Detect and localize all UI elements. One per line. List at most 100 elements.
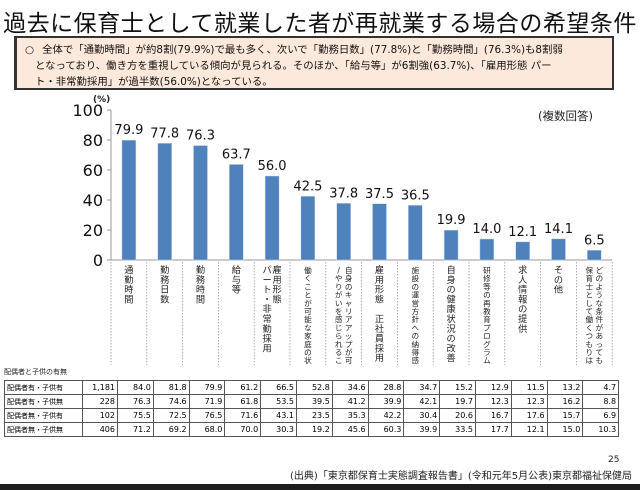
bar-value-label: 6.5: [584, 233, 605, 248]
summary-line-1: ○ 全体で「通勤時間」が約8割(79.9%)で最も多く、次いで「勤務日数」(77.…: [25, 44, 563, 56]
category-label-char: が: [345, 347, 353, 357]
bar-value-label: 37.8: [329, 186, 358, 201]
category-label-char: 採: [375, 342, 384, 354]
category-label-char: 参: [483, 363, 491, 365]
table-cell: 17.6: [510, 408, 548, 423]
category-label-char: の: [554, 275, 563, 286]
bar-value-label: 37.5: [365, 187, 394, 202]
table-cell: 30.3: [260, 422, 297, 437]
category-label-char: 情: [518, 284, 527, 296]
category-label-char: の: [412, 282, 420, 291]
bar: [408, 205, 423, 261]
table-cell: 12.1: [510, 422, 548, 437]
table-cell: 15.2: [439, 380, 476, 395]
category-label-char: よ: [596, 282, 604, 291]
row-label: 配偶者無・子供無: [4, 422, 83, 437]
table-cell: 71.2: [117, 422, 154, 437]
bar: [229, 164, 244, 261]
table-cell: 61.2: [224, 380, 262, 395]
row-label: 配偶者有・子供有: [4, 380, 83, 395]
category-label-char: プ: [345, 340, 353, 349]
category-label-char: 勤: [196, 264, 205, 276]
category-label-char: り: [335, 282, 343, 291]
bar-value-label: 14.0: [472, 222, 501, 237]
table-cell: 81.8: [152, 380, 190, 395]
category-label-char: キ: [345, 291, 353, 300]
table-row: 配偶者無・子供有 102 75.5 72.5 76.5 71.6 43.1 23.5 35.3 4…: [4, 408, 620, 423]
category-label-char: が: [304, 298, 312, 308]
category-label-char: ア: [345, 323, 353, 332]
table-cell: 71.6: [224, 408, 262, 423]
category-label-char: 用: [375, 353, 384, 364]
bar: [157, 143, 172, 261]
category-label-char: 況: [304, 364, 312, 365]
category-label-char: 自: [447, 264, 456, 276]
y-axis-label: (%): [93, 95, 110, 105]
bar: [264, 175, 280, 261]
category-label-char: も: [596, 356, 604, 365]
category-label-char: 態: [375, 293, 384, 305]
category-label-char: こ: [335, 356, 343, 365]
table-cell: 43.1: [260, 408, 297, 423]
category-label-char: 態: [273, 293, 282, 305]
row-label: 配偶者無・子供有: [4, 408, 83, 423]
bar-value-label: 63.7: [222, 147, 251, 162]
category-label-char: 日: [160, 285, 169, 296]
category-label-char: 間: [196, 294, 205, 305]
bar: [587, 250, 602, 261]
category-label-char: 非: [263, 303, 272, 315]
table-row: 配偶者有・子供無 228 76.3 74.6 71.9 61.8 53.5 39.5 41.2 3…: [4, 394, 620, 409]
table-cell: 74.6: [152, 394, 190, 409]
table-cell: 70.0: [224, 422, 262, 437]
category-label-char: 用: [263, 343, 272, 354]
category-label-char: の: [412, 332, 420, 341]
table-cell: 34.7: [403, 380, 441, 395]
table-cell: 35.3: [331, 408, 369, 423]
category-label-char: 改: [447, 342, 456, 354]
bar: [300, 196, 316, 261]
table-cell: 45.6: [331, 422, 369, 437]
bar-value-label: 19.9: [437, 213, 466, 228]
table-cell: 16.7: [474, 408, 512, 423]
category-label-char: の: [518, 304, 527, 315]
category-label-char: て: [586, 307, 594, 316]
table-cell: 8.8: [582, 394, 620, 409]
category-label-char: は: [586, 356, 594, 365]
category-label-char: っ: [596, 340, 604, 349]
table-cell: 53.5: [260, 394, 297, 409]
category-label-char: 条: [596, 306, 604, 316]
category-label-char: の: [304, 348, 312, 357]
page-number: 25: [608, 455, 620, 465]
category-label-char: 可: [304, 307, 312, 316]
category-label-char: リ: [345, 307, 353, 316]
table-cell: 76.3: [117, 394, 154, 409]
table-cell: 34.6: [331, 380, 369, 395]
category-label-char: 用: [273, 275, 282, 286]
category-label-char: を: [335, 307, 343, 316]
bullet-icon: ○: [25, 44, 35, 56]
category-label-char: 針: [412, 314, 420, 324]
category-label-char: へ: [412, 323, 420, 332]
category-label-char: ・: [263, 294, 272, 305]
category-label-char: な: [596, 299, 604, 308]
category-label-char: 設: [412, 273, 420, 283]
table-cell: 11.5: [510, 380, 548, 395]
category-label-char: の: [447, 285, 456, 296]
category-label-char: 状: [304, 355, 312, 365]
category-label-char: 形: [375, 284, 384, 296]
category-label-char: 保: [586, 266, 594, 275]
summary-line-3: ト・非常勤採用」が過半数(56.0%)となっている。: [35, 76, 273, 88]
bar-chart: (%)02040608010079.9通勤時間77.8勤務日数76.3勤務時間6…: [72, 95, 613, 365]
table-cell: 60.3: [367, 422, 405, 437]
category-label-char: 勤: [160, 264, 169, 276]
category-label-char: 営: [412, 298, 420, 308]
bar-value-label: 36.5: [401, 188, 430, 203]
category-label-char: 納: [412, 339, 420, 349]
bar-value-label: 76.3: [186, 129, 215, 144]
category-label-char: も: [586, 340, 594, 349]
table-cell: 52.8: [295, 380, 333, 395]
category-label-char: 用: [375, 275, 384, 286]
category-label-char: 供: [518, 323, 527, 335]
category-label-char: 勤: [124, 274, 133, 286]
category-label-char: 報: [518, 294, 527, 305]
